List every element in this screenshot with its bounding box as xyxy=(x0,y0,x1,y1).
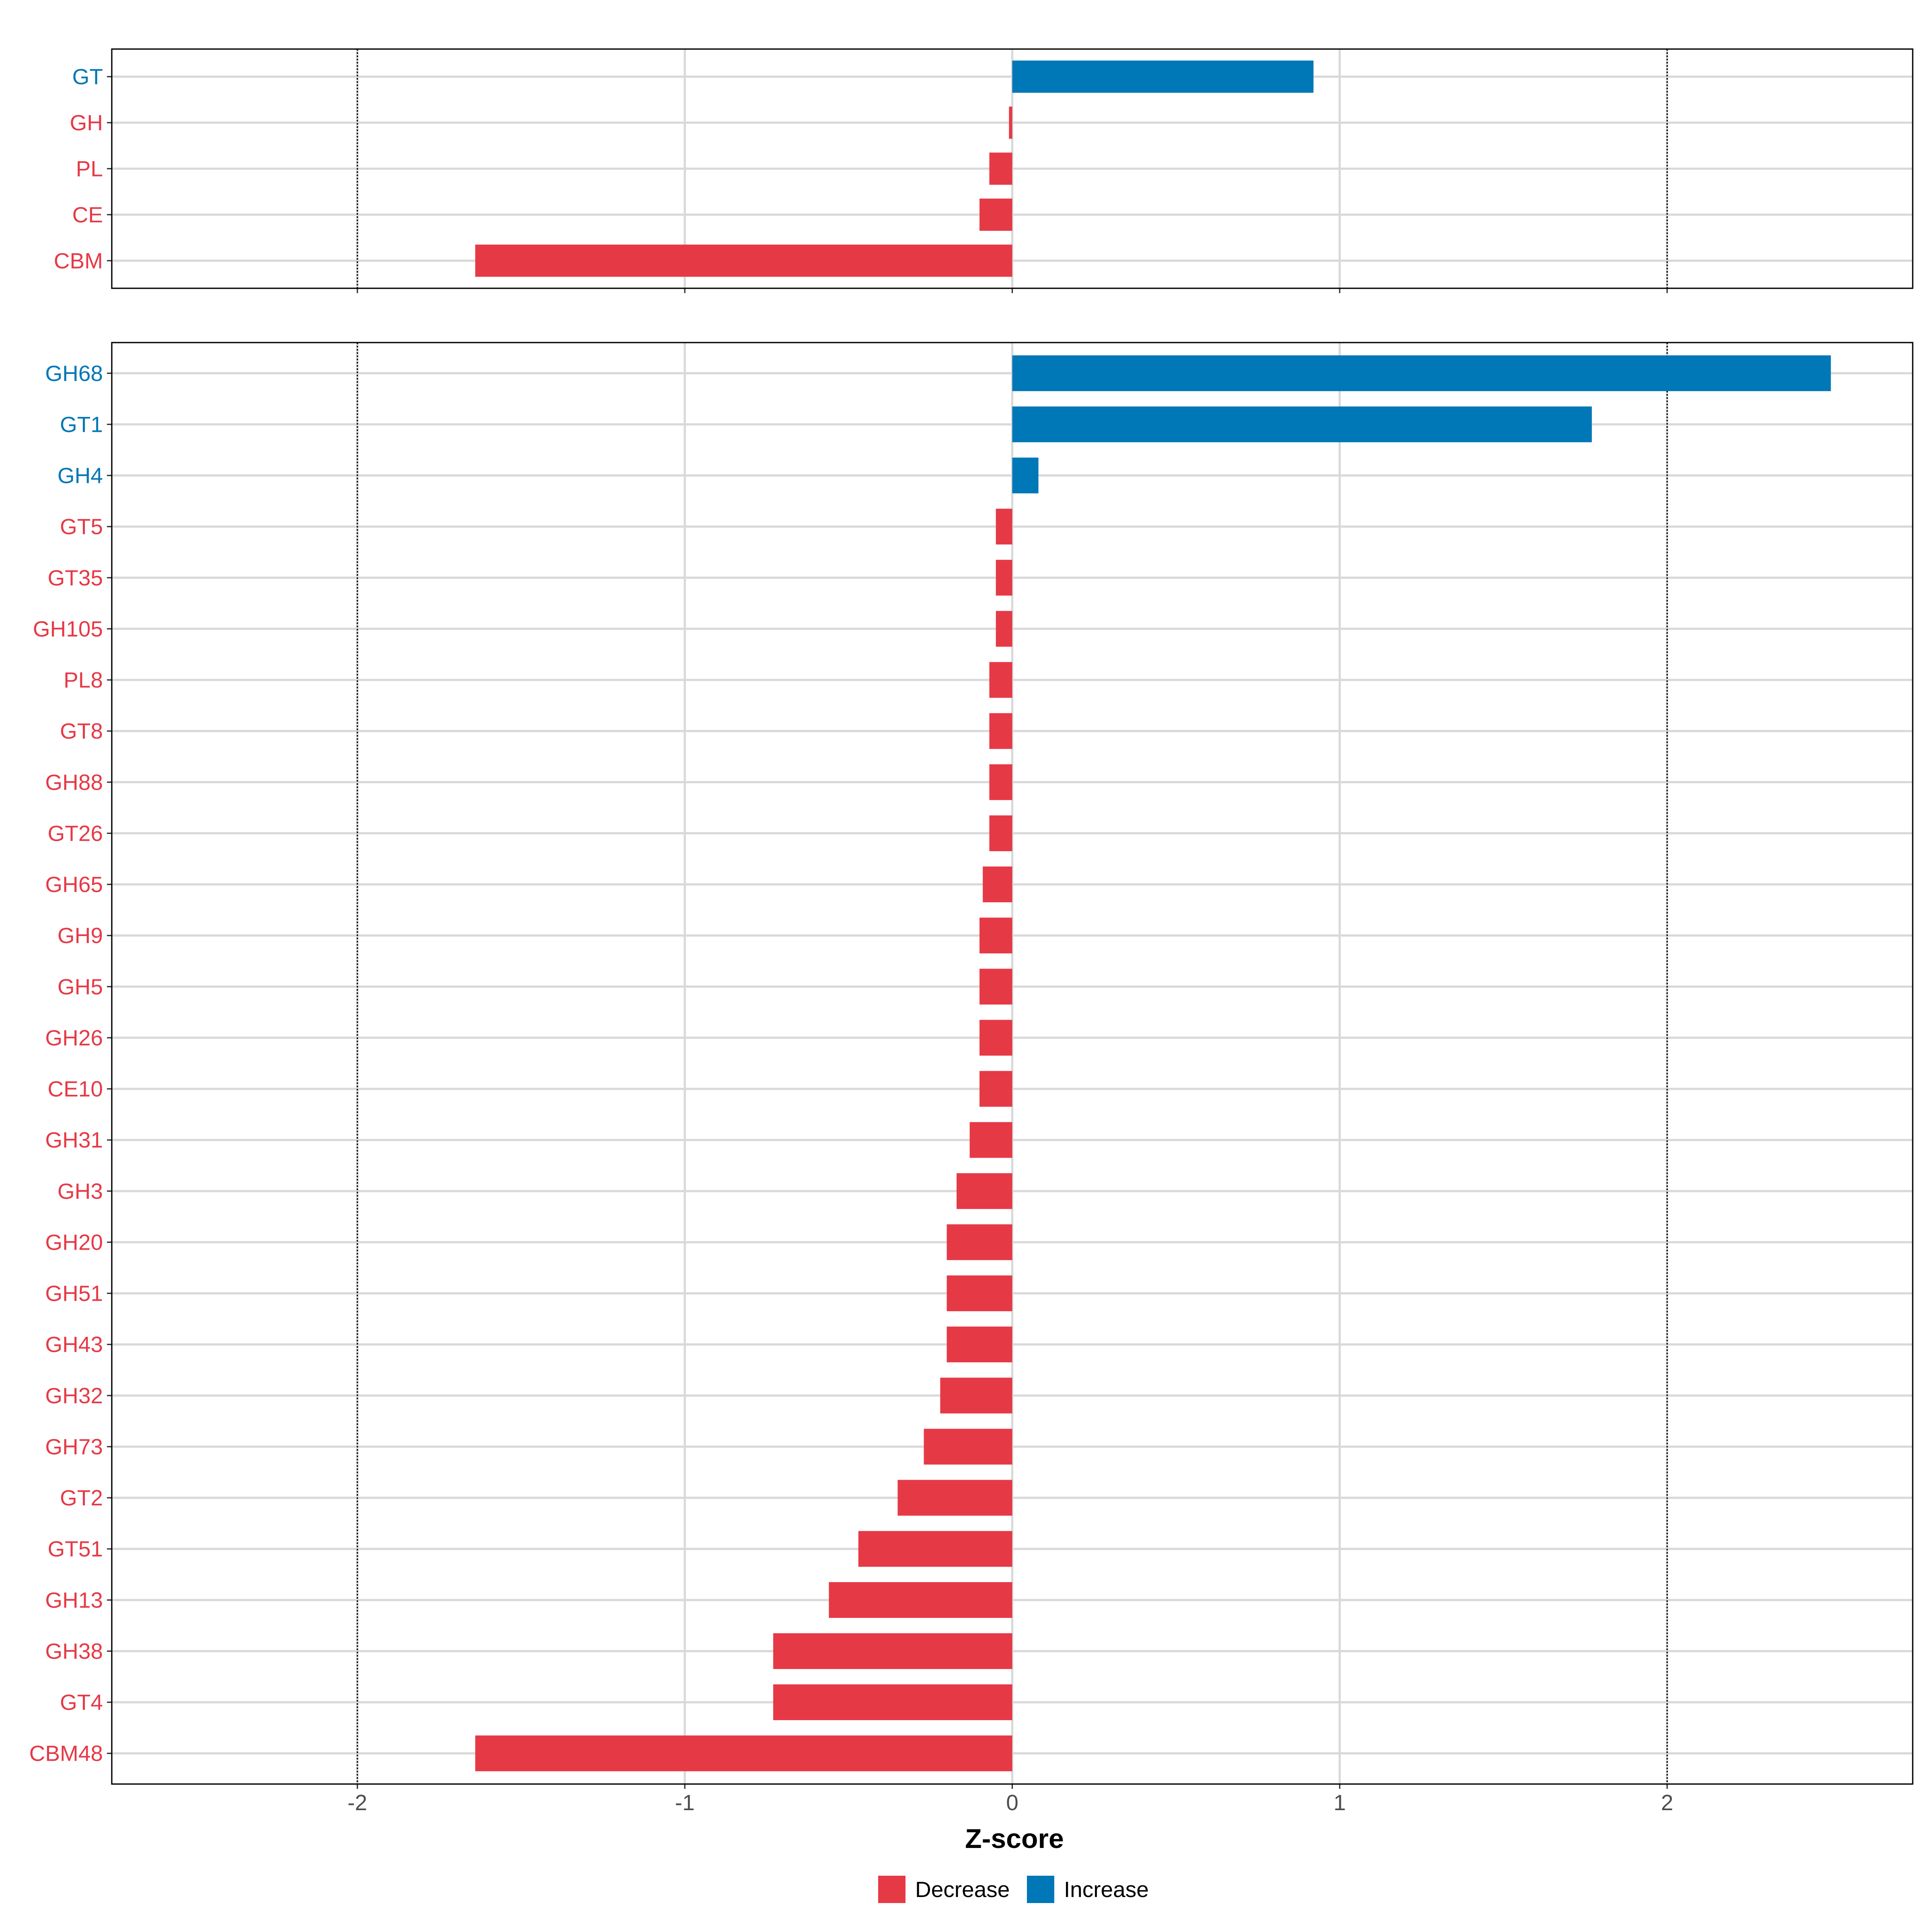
category-label-gh88: GH88 xyxy=(45,770,103,795)
category-label-gt: GT xyxy=(72,64,103,89)
category-label-gh20: GH20 xyxy=(45,1230,103,1254)
category-label-gt5: GT5 xyxy=(60,514,103,539)
bar-gh3 xyxy=(957,1173,1012,1209)
bar-gt51 xyxy=(858,1531,1012,1567)
category-label-gt4: GT4 xyxy=(60,1690,103,1715)
legend-label-decrease: Decrease xyxy=(915,1877,1010,1902)
bar-gh68 xyxy=(1012,355,1831,391)
category-label-gt2: GT2 xyxy=(60,1485,103,1510)
bar-gh9 xyxy=(979,918,1012,954)
bottom-panel: GH68 GT1 GH4 GT5 GT35 GH105 PL8 GT8 GH88 GT26 GH65… xyxy=(29,342,1914,1789)
bar-gh31 xyxy=(969,1122,1012,1158)
bar-gt8 xyxy=(989,713,1012,749)
bar-gt xyxy=(1012,60,1314,93)
bar-gh xyxy=(1009,107,1012,139)
category-label-gh38: GH38 xyxy=(45,1638,103,1663)
x-tick-label: 2 xyxy=(1661,1790,1673,1815)
bar-gt5 xyxy=(996,509,1012,545)
bar-gh13 xyxy=(829,1582,1012,1618)
category-label-gh: GH xyxy=(70,110,103,135)
category-label-gt35: GT35 xyxy=(47,565,103,590)
category-label-gh4: GH4 xyxy=(57,463,103,488)
bottom-panel-frame xyxy=(111,342,1914,1785)
bar-ce xyxy=(979,198,1012,231)
category-label-cbm: CBM xyxy=(54,248,103,273)
category-label-gh3: GH3 xyxy=(57,1178,103,1203)
category-label-gh43: GH43 xyxy=(45,1332,103,1357)
bar-gh20 xyxy=(947,1224,1012,1260)
bar-gh4 xyxy=(1012,458,1039,494)
category-label-gh51: GH51 xyxy=(45,1281,103,1306)
category-label-gh13: GH13 xyxy=(45,1587,103,1612)
category-label-gt8: GT8 xyxy=(60,719,103,743)
top-panel-frame xyxy=(111,48,1914,289)
category-label-gt26: GT26 xyxy=(47,821,103,846)
legend-swatch-decrease xyxy=(878,1876,905,1903)
category-label-gh31: GH31 xyxy=(45,1127,103,1152)
bar-ce10 xyxy=(979,1071,1012,1107)
bar-gt4 xyxy=(773,1684,1012,1721)
category-label-gh32: GH32 xyxy=(45,1383,103,1408)
x-axis: -2 -1 0 1 2 xyxy=(347,1790,1673,1815)
x-tick-label: 0 xyxy=(1006,1790,1018,1815)
bar-cbm48 xyxy=(475,1735,1012,1772)
bar-gh38 xyxy=(773,1633,1012,1669)
category-label-gh9: GH9 xyxy=(57,923,103,948)
category-label-pl: PL xyxy=(76,156,103,181)
bar-pl8 xyxy=(989,662,1012,698)
x-tick-label: -2 xyxy=(347,1790,367,1815)
category-label-cbm48: CBM48 xyxy=(29,1741,103,1766)
bar-cbm xyxy=(475,244,1012,277)
category-label-gh65: GH65 xyxy=(45,872,103,897)
category-label-ce10: CE10 xyxy=(47,1076,103,1101)
bar-pl xyxy=(989,152,1012,185)
bar-gh73 xyxy=(924,1429,1012,1465)
bar-gh105 xyxy=(996,611,1012,647)
x-axis-title: Z-score xyxy=(965,1823,1064,1854)
bar-gt35 xyxy=(996,560,1012,596)
x-tick-label: -1 xyxy=(675,1790,695,1815)
category-label-ce: CE xyxy=(72,202,103,227)
category-label-pl8: PL8 xyxy=(64,667,103,692)
bar-gh43 xyxy=(947,1326,1012,1363)
legend-label-increase: Increase xyxy=(1064,1877,1149,1902)
category-label-gh26: GH26 xyxy=(45,1025,103,1050)
bar-gh65 xyxy=(983,866,1012,903)
bar-gh32 xyxy=(940,1378,1012,1414)
bar-gt1 xyxy=(1012,406,1592,442)
legend: Decrease Increase xyxy=(878,1876,1149,1903)
category-label-gh73: GH73 xyxy=(45,1434,103,1459)
bar-gh88 xyxy=(989,764,1012,800)
bar-gh5 xyxy=(979,969,1012,1005)
bar-gh26 xyxy=(979,1020,1012,1056)
bar-gh51 xyxy=(947,1275,1012,1312)
top-panel: GT GH PL CE CBM xyxy=(54,48,1914,293)
bar-gt26 xyxy=(989,815,1012,851)
category-label-gh5: GH5 xyxy=(57,974,103,999)
legend-swatch-increase xyxy=(1027,1876,1054,1903)
x-tick-label: 1 xyxy=(1334,1790,1346,1815)
category-label-gt51: GT51 xyxy=(47,1536,103,1561)
category-label-gt1: GT1 xyxy=(60,412,103,437)
category-label-gh68: GH68 xyxy=(45,361,103,386)
category-label-gh105: GH105 xyxy=(33,616,103,641)
bar-gt2 xyxy=(897,1480,1012,1516)
